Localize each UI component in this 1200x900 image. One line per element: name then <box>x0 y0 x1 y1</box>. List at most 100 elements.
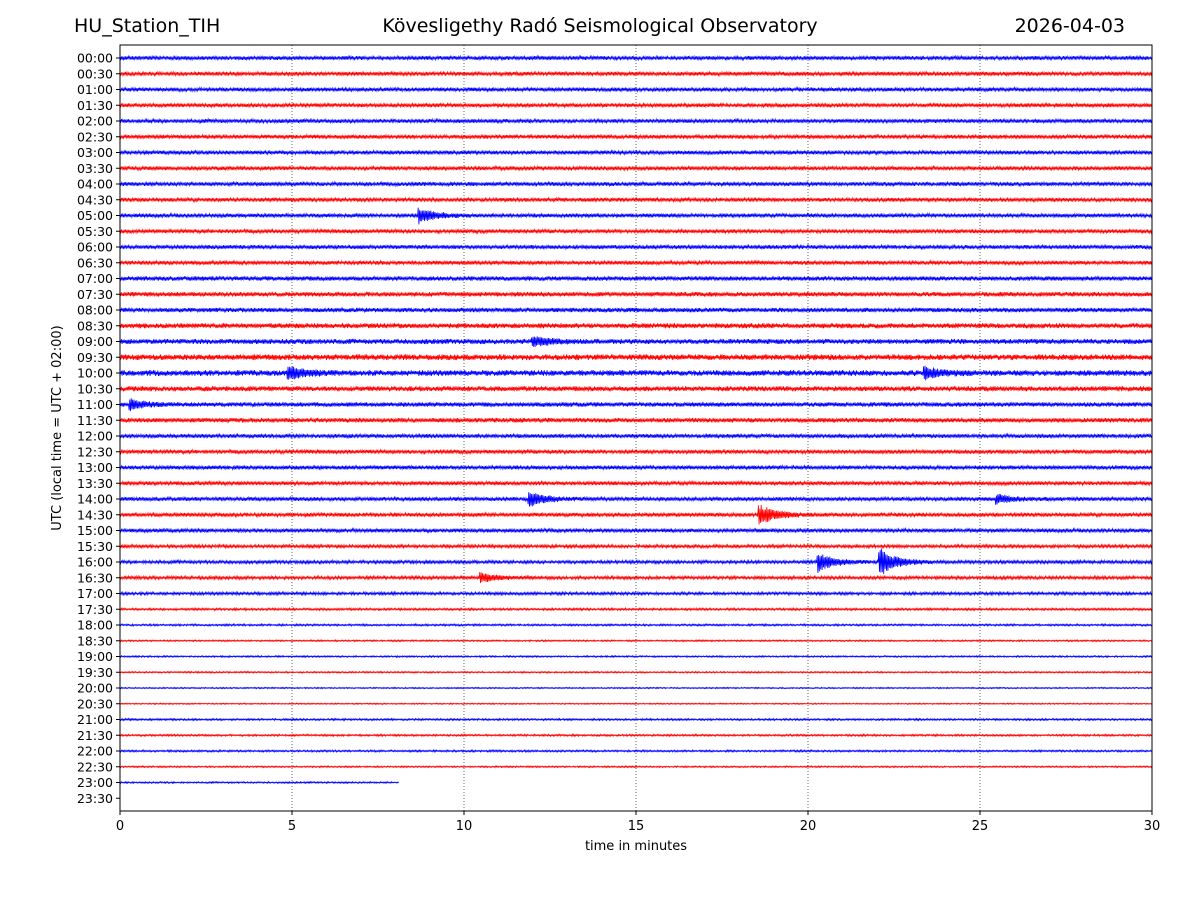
y-tick-label: 02:30 <box>77 129 113 144</box>
y-tick-label: 20:30 <box>77 696 113 711</box>
x-tick-label: 0 <box>116 819 124 834</box>
trace-2230 <box>119 765 1153 769</box>
seismic-traces <box>119 54 1153 785</box>
y-tick-label: 17:30 <box>77 602 113 617</box>
y-tick-label: 01:30 <box>77 98 113 113</box>
y-tick-label: 15:30 <box>77 539 113 554</box>
x-tick-label: 15 <box>628 819 645 834</box>
y-tick-label: 11:30 <box>77 413 113 428</box>
trace-1230 <box>119 448 1153 456</box>
trace-1830 <box>119 639 1153 643</box>
trace-1630 <box>119 572 1153 584</box>
trace-1730 <box>119 606 1153 612</box>
y-tick-label: 06:00 <box>77 240 113 255</box>
trace-0300 <box>119 149 1153 156</box>
trace-1300 <box>119 464 1153 471</box>
y-tick-label: 09:30 <box>77 350 113 365</box>
y-tick-label: 08:30 <box>77 318 113 333</box>
y-tick-label: 12:00 <box>77 429 113 444</box>
trace-2300 <box>119 780 399 785</box>
y-tick-label: 06:30 <box>77 255 113 270</box>
trace-1100 <box>119 398 1153 412</box>
y-tick-label: 12:30 <box>77 444 113 459</box>
y-tick-label: 10:30 <box>77 381 113 396</box>
trace-0000 <box>119 54 1153 62</box>
trace-1530 <box>119 543 1153 550</box>
y-tick-label: 04:30 <box>77 192 113 207</box>
x-tick-label: 30 <box>1144 819 1161 834</box>
y-tick-label: 22:30 <box>77 759 113 774</box>
x-tick-label: 5 <box>288 819 296 834</box>
trace-0400 <box>119 180 1153 188</box>
y-tick-label: 16:30 <box>77 570 113 585</box>
x-axis-ticks: 0 5 10 15 20 25 30 <box>116 811 1160 834</box>
trace-1600 <box>119 548 1153 575</box>
trace-0330 <box>119 164 1153 172</box>
y-tick-label: 00:30 <box>77 66 113 81</box>
y-tick-label: 18:30 <box>77 633 113 648</box>
trace-1430 <box>119 504 1153 525</box>
trace-1130 <box>119 416 1153 424</box>
y-tick-label: 03:30 <box>77 161 113 176</box>
trace-0130 <box>119 101 1153 109</box>
trace-0230 <box>119 133 1153 141</box>
trace-1200 <box>119 432 1153 440</box>
trace-0200 <box>119 117 1153 125</box>
y-tick-label: 20:00 <box>77 681 113 696</box>
x-tick-label: 10 <box>456 819 473 834</box>
y-tick-label: 16:00 <box>77 555 113 570</box>
trace-2000 <box>119 686 1153 690</box>
y-tick-label: 14:00 <box>77 492 113 507</box>
trace-2200 <box>119 748 1153 754</box>
y-tick-label: 00:00 <box>77 51 113 66</box>
y-tick-label: 15:00 <box>77 523 113 538</box>
y-tick-label: 04:00 <box>77 177 113 192</box>
y-tick-label: 07:30 <box>77 287 113 302</box>
y-tick-label: 05:00 <box>77 208 113 223</box>
y-tick-label: 10:00 <box>77 366 113 381</box>
y-tick-label: 22:00 <box>77 744 113 759</box>
trace-1930 <box>119 670 1153 674</box>
y-tick-label: 19:00 <box>77 649 113 664</box>
trace-0430 <box>119 196 1153 204</box>
trace-0600 <box>119 243 1153 251</box>
trace-1330 <box>119 479 1153 487</box>
observatory-title: Kövesligethy Radó Seismological Observat… <box>382 15 818 37</box>
y-axis-label: UTC (local time = UTC + 02:00) <box>50 325 65 530</box>
trace-0100 <box>119 86 1153 93</box>
trace-1400 <box>119 492 1153 507</box>
trace-1800 <box>119 622 1153 628</box>
trace-2100 <box>119 717 1153 722</box>
trace-1700 <box>119 590 1153 597</box>
y-tick-label: 07:00 <box>77 271 113 286</box>
trace-2030 <box>119 702 1153 706</box>
y-tick-label: 05:30 <box>77 224 113 239</box>
y-tick-label: 08:00 <box>77 303 113 318</box>
y-tick-label: 03:00 <box>77 145 113 160</box>
trace-1500 <box>119 527 1153 534</box>
y-tick-label: 23:30 <box>77 791 113 806</box>
y-tick-label: 19:30 <box>77 665 113 680</box>
trace-2130 <box>119 733 1153 738</box>
trace-1000 <box>119 365 1153 381</box>
grid-lines <box>291 45 981 811</box>
y-tick-label: 02:00 <box>77 114 113 129</box>
trace-0030 <box>119 70 1153 78</box>
x-tick-label: 25 <box>972 819 989 834</box>
x-axis-label: time in minutes <box>585 839 687 854</box>
trace-0900 <box>119 336 1153 347</box>
y-axis-ticks: 00:0000:3001:0001:3002:0002:3003:0003:30… <box>77 51 120 806</box>
trace-0730 <box>119 290 1153 298</box>
y-tick-label: 14:30 <box>77 507 113 522</box>
y-tick-label: 21:00 <box>77 712 113 727</box>
y-tick-label: 01:00 <box>77 82 113 97</box>
trace-0700 <box>119 275 1153 282</box>
y-tick-label: 11:00 <box>77 397 113 412</box>
trace-0630 <box>119 259 1153 267</box>
station-name: HU_Station_TIH <box>74 15 221 37</box>
trace-1900 <box>119 654 1153 659</box>
y-tick-label: 13:00 <box>77 460 113 475</box>
y-tick-label: 17:00 <box>77 586 113 601</box>
y-tick-label: 18:00 <box>77 618 113 633</box>
